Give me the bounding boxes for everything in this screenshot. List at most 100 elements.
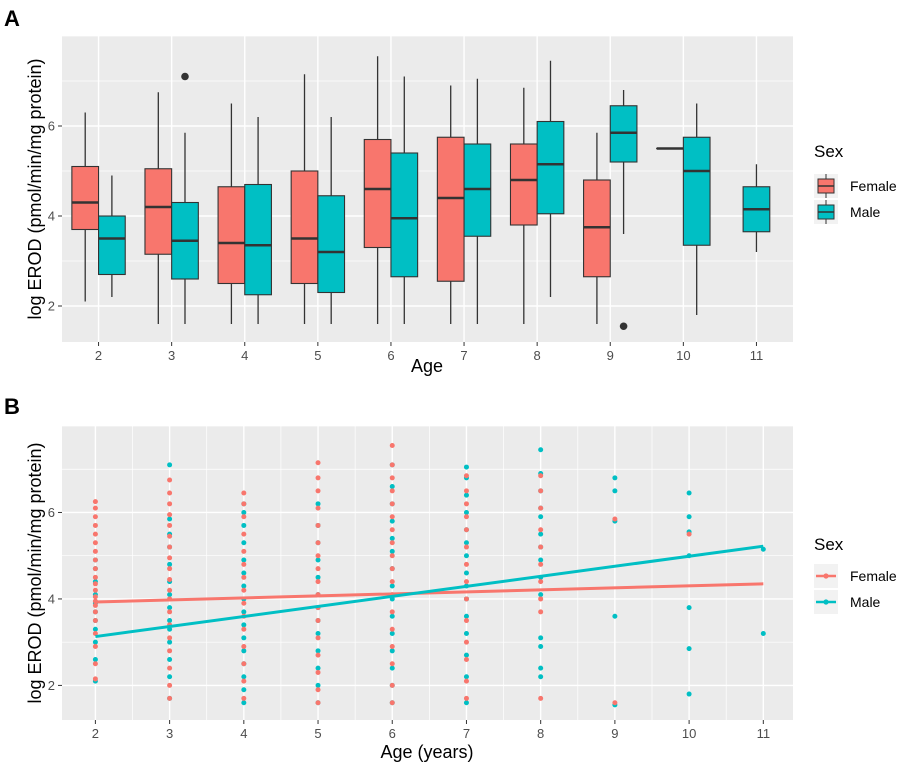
point-female [315, 579, 321, 585]
point-female [315, 553, 321, 559]
point-male [612, 613, 618, 619]
point-female [463, 678, 469, 684]
point-female [167, 587, 173, 593]
point-female [167, 682, 173, 688]
point-female [389, 644, 395, 649]
point-female [389, 462, 395, 468]
box-female-age-9 [583, 132, 611, 324]
box-body [363, 138, 392, 249]
panel-b-plot-background [62, 426, 793, 720]
point-female [463, 596, 469, 602]
point-female [389, 626, 395, 632]
box-body [317, 195, 346, 294]
point-male [538, 635, 544, 641]
point-male [315, 665, 321, 671]
x-tick-label: 2 [92, 726, 99, 741]
box-male-age-10 [682, 103, 711, 315]
point-female [241, 600, 247, 606]
point-female [538, 609, 544, 615]
box-female-age-4 [217, 103, 246, 324]
legend-label-female: Female [850, 178, 897, 194]
point-male [241, 609, 247, 615]
point-male [241, 687, 247, 693]
point-female [241, 574, 247, 580]
panel-a-boxes [71, 56, 771, 331]
point-male [760, 546, 766, 552]
point-male [538, 531, 544, 537]
panel-a-y-ticks: 2 4 6 [48, 119, 62, 314]
point-male [538, 665, 544, 671]
panel-a-legend-title: Sex [814, 142, 844, 161]
point-female [167, 609, 173, 615]
point-female [463, 579, 469, 585]
panel-b-fit-lines [95, 544, 764, 639]
point-female [92, 522, 98, 528]
x-tick-label: 6 [387, 348, 394, 363]
point-female [612, 700, 618, 706]
panel-b-y-ticks: 2 4 6 [48, 505, 62, 693]
point-female [538, 561, 544, 567]
point-female [315, 635, 321, 641]
point-female [463, 544, 469, 550]
point-female [315, 522, 321, 528]
point-female [167, 501, 173, 507]
x-tick-label: 4 [241, 348, 248, 363]
point-female [241, 626, 247, 632]
point-female [538, 473, 544, 479]
box-male-age-3 [171, 72, 199, 324]
panel-a-x-axis-title: Age [411, 356, 443, 376]
y-tick-label: 4 [48, 209, 55, 224]
legend-key-point-female [823, 573, 829, 579]
point-male [463, 613, 469, 619]
box-body [290, 170, 319, 285]
x-tick-label: 10 [676, 348, 690, 363]
point-male [389, 548, 395, 554]
box-female-age-3 [144, 92, 173, 324]
point-female [538, 695, 544, 701]
point-female [92, 581, 98, 587]
point-female [167, 576, 173, 582]
point-female [463, 695, 469, 701]
point-female [315, 700, 321, 706]
fit-line-male [95, 544, 764, 639]
point-female [686, 531, 692, 537]
panel-a-legend: Sex Female Male [814, 142, 897, 224]
point-female [92, 531, 98, 537]
point-female [92, 574, 98, 580]
point-female [389, 514, 395, 520]
point-female [241, 661, 247, 667]
point-female [167, 648, 173, 654]
point-female [389, 579, 395, 585]
point-female [241, 678, 247, 684]
point-female [241, 644, 247, 649]
point-female [92, 587, 98, 593]
point-female [389, 553, 395, 559]
x-tick-label: 3 [168, 348, 175, 363]
point-male [463, 509, 469, 515]
legend-key-point-male [823, 599, 829, 605]
x-tick-label: 9 [611, 726, 618, 741]
point-male [686, 605, 692, 611]
point-female [389, 682, 395, 688]
point-male [167, 592, 173, 598]
point-female [92, 644, 98, 649]
point-female [463, 501, 469, 507]
point-male [612, 475, 618, 481]
point-female [315, 566, 321, 572]
panel-b-x-ticks: 2 3 4 5 6 7 8 9 10 11 [92, 720, 770, 741]
point-female [92, 566, 98, 572]
point-female [241, 561, 247, 567]
x-tick-label: 9 [607, 348, 614, 363]
point-female [92, 602, 98, 608]
point-female [315, 618, 321, 624]
point-male [241, 509, 247, 515]
x-tick-label: 11 [750, 348, 764, 363]
point-male [389, 665, 395, 671]
point-male [612, 488, 618, 494]
point-female [241, 587, 247, 593]
point-female [92, 557, 98, 563]
x-tick-label: 5 [314, 348, 321, 363]
point-female [241, 548, 247, 554]
legend-label-female-b: Female [850, 568, 897, 584]
